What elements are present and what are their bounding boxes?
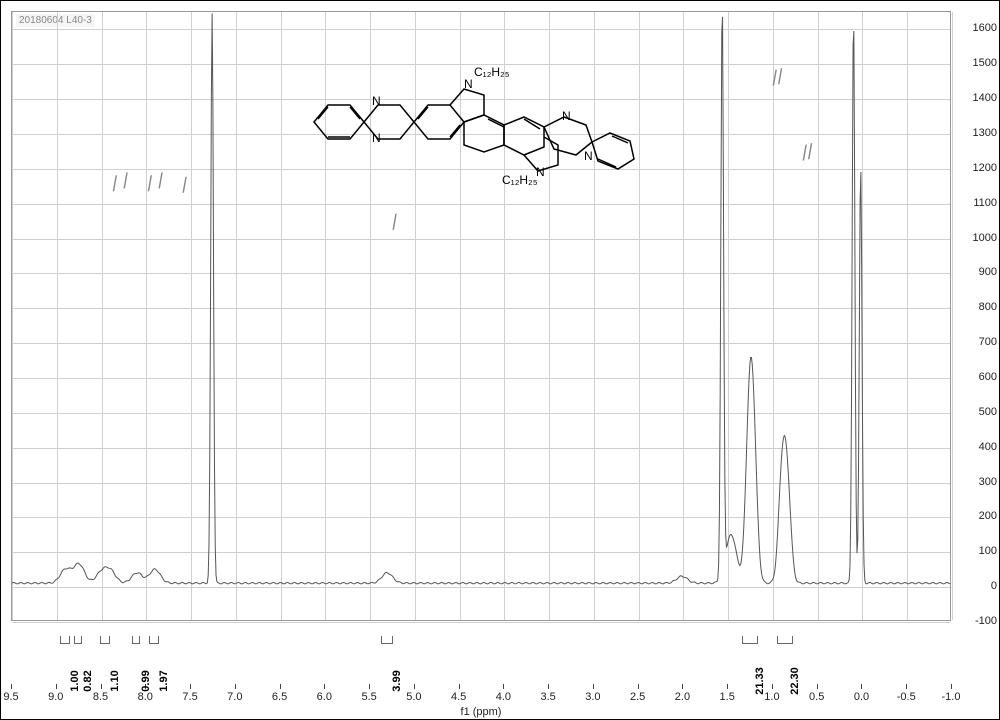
x-tick-label: 1.0 bbox=[764, 691, 779, 703]
plot-area: 20180604 L40-3 / // /////// bbox=[11, 11, 951, 621]
x-tick-label: 8.0 bbox=[138, 691, 153, 703]
x-tick-label: 9.0 bbox=[48, 691, 63, 703]
x-tick-label: 6.0 bbox=[317, 691, 332, 703]
integral-value: 3.99 bbox=[391, 670, 403, 691]
integral-value: 21.33 bbox=[754, 667, 766, 695]
x-tick-label: 3.0 bbox=[585, 691, 600, 703]
integral-value: 1.10 bbox=[109, 670, 121, 691]
integral-value: 1.00 bbox=[69, 670, 81, 691]
atom-N: N bbox=[372, 131, 381, 145]
x-tick-label: 4.0 bbox=[496, 691, 511, 703]
atom-N: N bbox=[372, 94, 381, 108]
atom-N: N bbox=[562, 109, 571, 123]
atom-N: N bbox=[464, 77, 473, 91]
y-tick-label: 600 bbox=[979, 371, 997, 383]
y-tick-label: -100 bbox=[975, 615, 997, 627]
y-tick-label: 400 bbox=[979, 441, 997, 453]
x-tick-label: 2.5 bbox=[630, 691, 645, 703]
molecular-structure: N N N N N N C₁₂H₂₅ C₁₂H₂₅ bbox=[292, 37, 672, 187]
y-tick-label: 1100 bbox=[973, 197, 997, 209]
x-tick-label: 8.5 bbox=[93, 691, 108, 703]
y-axis: 1600150014001300120011001000900800700600… bbox=[949, 11, 999, 621]
nmr-figure: 20180604 L40-3 / // /////// bbox=[0, 0, 1000, 720]
x-tick-label: 3.5 bbox=[540, 691, 555, 703]
x-tick-label: 5.5 bbox=[361, 691, 376, 703]
y-tick-label: 0 bbox=[991, 580, 997, 592]
y-tick-label: 1600 bbox=[973, 22, 997, 34]
y-tick-label: 1400 bbox=[973, 92, 997, 104]
x-tick-label: 1.5 bbox=[720, 691, 735, 703]
x-axis-label: f1 (ppm) bbox=[461, 706, 502, 718]
y-tick-label: 1300 bbox=[973, 127, 997, 139]
integral-value: 0.99 bbox=[140, 670, 152, 691]
x-tick-label: -0.5 bbox=[897, 691, 916, 703]
integral-value: 22.30 bbox=[789, 667, 801, 695]
y-tick-label: 100 bbox=[979, 545, 997, 557]
x-tick-label: 2.0 bbox=[675, 691, 690, 703]
x-tick-label: 7.5 bbox=[182, 691, 197, 703]
y-tick-label: 200 bbox=[979, 510, 997, 522]
x-tick-label: 0.5 bbox=[809, 691, 824, 703]
x-tick-label: -1.0 bbox=[942, 691, 961, 703]
substituent-bottom: C₁₂H₂₅ bbox=[502, 173, 538, 187]
integral-value: 1.97 bbox=[158, 670, 170, 691]
substituent-top: C₁₂H₂₅ bbox=[474, 65, 510, 79]
integral-value: 0.82 bbox=[82, 670, 94, 691]
x-tick-label: 0.0 bbox=[854, 691, 869, 703]
x-tick-label: 7.0 bbox=[227, 691, 242, 703]
y-tick-label: 900 bbox=[979, 266, 997, 278]
x-tick-label: 4.5 bbox=[451, 691, 466, 703]
atom-N: N bbox=[584, 149, 593, 163]
y-tick-label: 1200 bbox=[973, 162, 997, 174]
x-tick-label: 6.5 bbox=[272, 691, 287, 703]
x-tick-label: 5.0 bbox=[406, 691, 421, 703]
y-tick-label: 300 bbox=[979, 476, 997, 488]
y-tick-label: 500 bbox=[979, 406, 997, 418]
y-tick-label: 1000 bbox=[973, 232, 997, 244]
x-tick-label: 9.5 bbox=[3, 691, 18, 703]
y-tick-label: 1500 bbox=[973, 57, 997, 69]
y-tick-label: 700 bbox=[979, 336, 997, 348]
y-tick-label: 800 bbox=[979, 301, 997, 313]
x-axis: f1 (ppm) 9.59.08.58.07.57.06.56.05.55.04… bbox=[11, 626, 951, 720]
